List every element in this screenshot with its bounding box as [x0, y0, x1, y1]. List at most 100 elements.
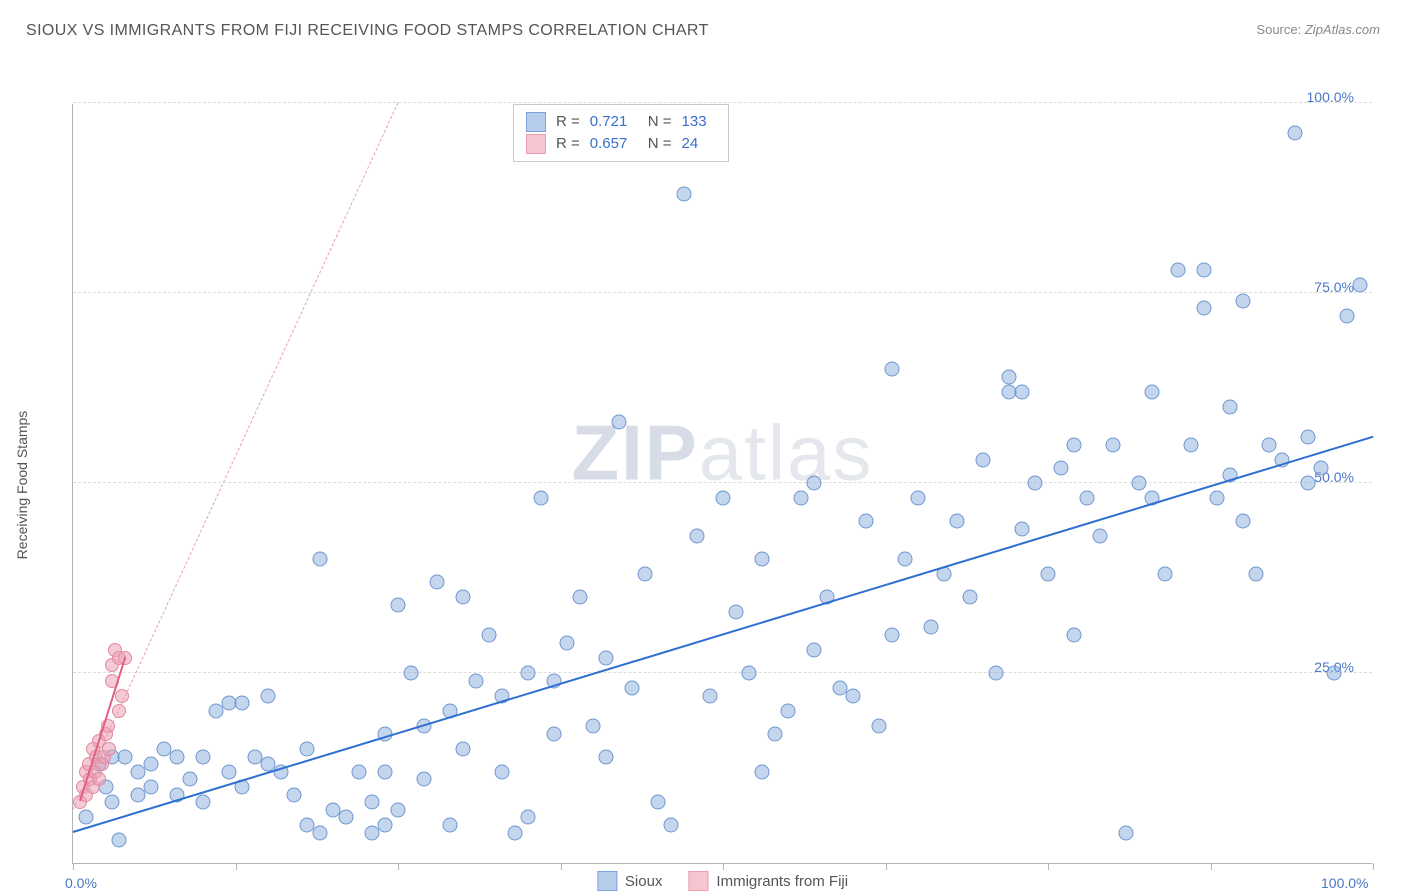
plot-region: ZIPatlas 25.0%50.0%75.0%100.0%0.0%100.0%… — [72, 104, 1372, 864]
data-point — [1236, 514, 1251, 529]
gridline — [73, 292, 1372, 293]
data-point — [443, 818, 458, 833]
data-point — [1145, 384, 1160, 399]
x-tick — [1048, 863, 1049, 870]
data-point — [1067, 628, 1082, 643]
data-point — [755, 764, 770, 779]
legend-swatch — [526, 134, 546, 154]
data-point — [287, 787, 302, 802]
data-point — [911, 491, 926, 506]
legend-item: Sioux — [597, 871, 663, 891]
gridline — [73, 672, 1372, 673]
data-point — [118, 749, 133, 764]
data-point — [1158, 567, 1173, 582]
x-tick — [398, 863, 399, 870]
data-point — [716, 491, 731, 506]
data-point — [456, 742, 471, 757]
legend-correlation: R =0.721N =133R =0.657N =24 — [513, 104, 729, 162]
data-point — [144, 780, 159, 795]
data-point — [898, 552, 913, 567]
legend-item: Immigrants from Fiji — [688, 871, 848, 891]
data-point — [729, 605, 744, 620]
data-point — [105, 795, 120, 810]
data-point — [482, 628, 497, 643]
data-point — [102, 742, 116, 756]
x-tick-label: 0.0% — [65, 875, 97, 891]
data-point — [300, 742, 315, 757]
data-point — [111, 833, 126, 848]
data-point — [1093, 529, 1108, 544]
data-point — [1015, 384, 1030, 399]
x-tick — [1211, 863, 1212, 870]
y-tick-label: 100.0% — [1307, 89, 1354, 105]
y-tick-label: 75.0% — [1314, 279, 1354, 295]
data-point — [1132, 476, 1147, 491]
chart-header: SIOUX VS IMMIGRANTS FROM FIJI RECEIVING … — [0, 0, 1406, 46]
data-point — [144, 757, 159, 772]
legend-row: R =0.657N =24 — [526, 133, 716, 155]
data-point — [547, 726, 562, 741]
data-point — [1106, 438, 1121, 453]
legend-r-label: R = — [556, 111, 580, 133]
data-point — [703, 688, 718, 703]
data-point — [599, 749, 614, 764]
data-point — [430, 574, 445, 589]
data-point — [534, 491, 549, 506]
data-point — [469, 673, 484, 688]
data-point — [417, 772, 432, 787]
legend-n-value: 24 — [682, 133, 716, 155]
x-tick-label: 100.0% — [1321, 875, 1368, 891]
x-tick — [236, 863, 237, 870]
data-point — [1041, 567, 1056, 582]
legend-n-value: 133 — [682, 111, 716, 133]
data-point — [1262, 438, 1277, 453]
data-point — [1327, 666, 1342, 681]
gridline — [73, 482, 1372, 483]
data-point — [521, 666, 536, 681]
data-point — [456, 590, 471, 605]
data-point — [755, 552, 770, 567]
data-point — [1054, 460, 1069, 475]
data-point — [183, 772, 198, 787]
data-point — [690, 529, 705, 544]
data-point — [196, 795, 211, 810]
data-point — [1223, 400, 1238, 415]
legend-n-label: N = — [648, 111, 672, 133]
data-point — [521, 810, 536, 825]
data-point — [807, 476, 822, 491]
data-point — [963, 590, 978, 605]
x-tick — [561, 863, 562, 870]
data-point — [313, 552, 328, 567]
data-point — [1002, 369, 1017, 384]
chart-source: Source: ZipAtlas.com — [1256, 22, 1380, 37]
data-point — [378, 818, 393, 833]
data-point — [1236, 293, 1251, 308]
data-point — [872, 719, 887, 734]
data-point — [885, 362, 900, 377]
data-point — [1184, 438, 1199, 453]
data-point — [651, 795, 666, 810]
data-point — [391, 802, 406, 817]
data-point — [1210, 491, 1225, 506]
legend-row: R =0.721N =133 — [526, 111, 716, 133]
data-point — [1119, 825, 1134, 840]
data-point — [79, 810, 94, 825]
legend-r-label: R = — [556, 133, 580, 155]
data-point — [924, 620, 939, 635]
data-point — [508, 825, 523, 840]
watermark-bold: ZIP — [571, 409, 698, 497]
data-point — [768, 726, 783, 741]
data-point — [1067, 438, 1082, 453]
data-point — [885, 628, 900, 643]
data-point — [742, 666, 757, 681]
data-point — [1028, 476, 1043, 491]
data-point — [781, 704, 796, 719]
legend-swatch — [688, 871, 708, 891]
data-point — [1171, 263, 1186, 278]
data-point — [677, 187, 692, 202]
source-name: ZipAtlas.com — [1305, 22, 1380, 37]
data-point — [365, 795, 380, 810]
chart-title: SIOUX VS IMMIGRANTS FROM FIJI RECEIVING … — [26, 22, 709, 40]
data-point — [950, 514, 965, 529]
data-point — [625, 681, 640, 696]
